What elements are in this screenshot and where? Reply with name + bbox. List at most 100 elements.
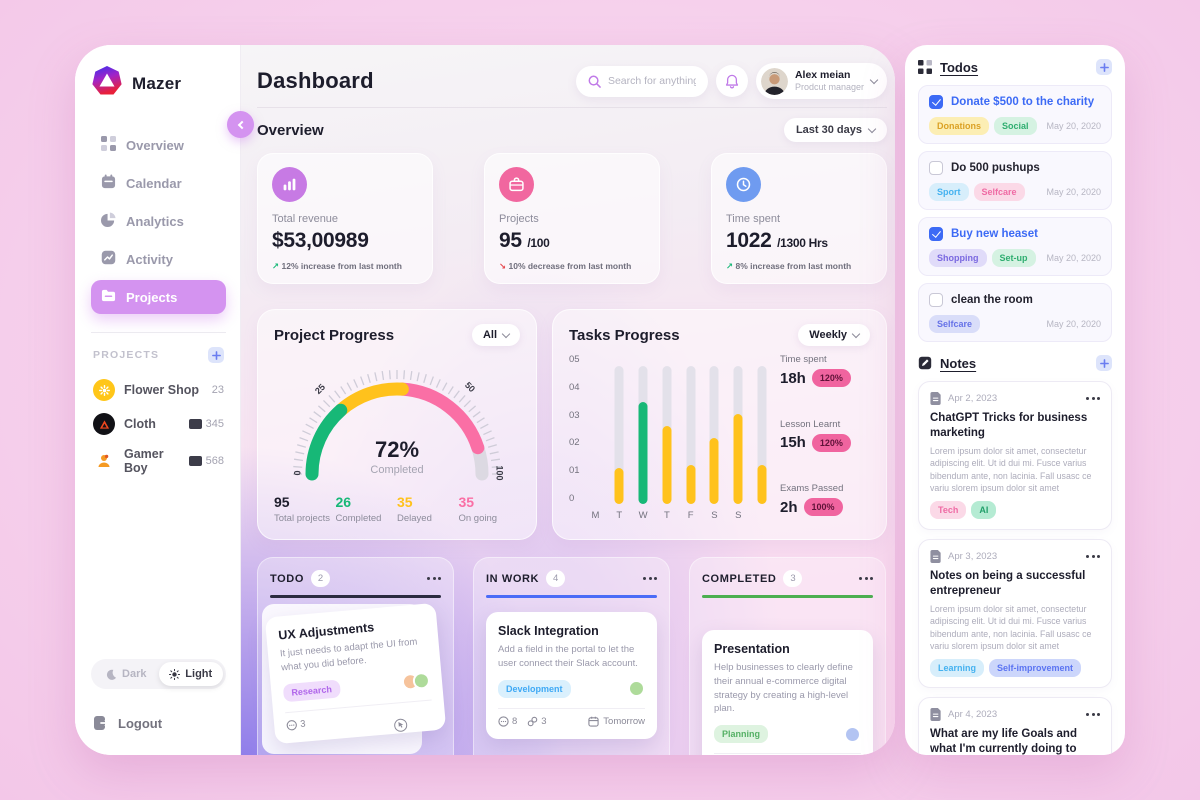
todo-date: May 20, 2020	[1046, 187, 1101, 197]
bar	[757, 465, 767, 504]
date-range-select[interactable]: Last 30 days	[783, 118, 887, 142]
note-body: Lorem ipsum dolor sit amet, consectetur …	[930, 604, 1092, 651]
column-menu-button[interactable]	[859, 573, 873, 584]
todo-date: May 20, 2020	[1046, 121, 1101, 131]
project-count: 345	[188, 418, 224, 430]
divider	[257, 107, 887, 108]
bar	[733, 414, 743, 504]
column-menu-button[interactable]	[427, 573, 441, 584]
stat-value: 1022 /1300 Hrs	[726, 229, 828, 252]
gauge-stat-ongoing: 35 On going	[458, 494, 498, 524]
gauge-stat-delayed: 35 Delayed	[397, 494, 432, 524]
sidebar-item-analytics[interactable]: Analytics	[91, 204, 226, 238]
todo-checkbox[interactable]	[929, 95, 943, 109]
todo-label: Buy new heaset	[951, 228, 1038, 240]
chevron-down-icon	[851, 329, 861, 338]
metric-time-spent: Time spent 18h 120%	[780, 354, 870, 387]
document-icon	[930, 392, 941, 405]
sidebar-collapse-button[interactable]	[227, 111, 254, 138]
assignee-avatars	[401, 671, 431, 691]
tasks-progress-filter[interactable]: Weekly	[798, 324, 870, 346]
todo-item: Donate $500 to the charity Donations Soc…	[918, 85, 1112, 144]
add-project-button[interactable]	[208, 347, 224, 363]
folder-icon	[101, 288, 116, 306]
user-role: Prodcut manager	[794, 81, 864, 92]
todo-tag: Sport	[929, 183, 969, 201]
metric-exams-passed: Exams Passed 2h 100%	[780, 483, 844, 516]
note-tag: AI	[971, 501, 997, 520]
metric-lesson-learnt: Lesson Learnt 15h 120%	[780, 419, 870, 452]
bell-icon	[725, 74, 739, 88]
add-note-button[interactable]	[1096, 355, 1112, 371]
chevron-left-icon	[237, 120, 246, 129]
project-item-flower-shop[interactable]: Flower Shop 23	[91, 373, 226, 407]
note-body: Lorem ipsum dolor sit amet, consectetur …	[930, 445, 1092, 493]
pencil-icon	[918, 356, 932, 370]
todo-item: clean the room Selfcare May 20, 2020	[918, 283, 1112, 342]
todo-tag: Shopping	[929, 249, 987, 267]
column-title: COMPLETED	[702, 572, 777, 585]
notifications-button[interactable]	[715, 65, 748, 97]
task-card-slack-integration[interactable]: Slack Integration Add a field in the por…	[486, 612, 657, 739]
sidebar-item-activity[interactable]: Activity	[91, 242, 226, 276]
column-accent-line	[702, 595, 873, 598]
stat-card-total-revenue: Total revenue $53,00989 12% increase fro…	[257, 153, 433, 284]
search-icon	[588, 75, 601, 88]
column-accent-line	[270, 595, 441, 598]
stat-card-time-spent: Time spent 1022 /1300 Hrs 8% increase fr…	[711, 153, 887, 284]
section-title-overview: Overview	[257, 121, 324, 139]
note-date: Apr 4, 2023	[948, 709, 998, 721]
assignee-avatars	[628, 680, 645, 698]
metric-badge: 120%	[811, 433, 851, 452]
column-accent-line	[486, 595, 657, 598]
todo-checkbox[interactable]	[929, 293, 943, 307]
project-progress-card: Project Progress All 0 25 50 100 72% Com…	[257, 309, 537, 540]
stat-card-projects: Projects 95 /100 10% decrease from last …	[484, 153, 660, 284]
project-item-gamer-boy[interactable]: Gamer Boy 568	[91, 441, 226, 481]
sidebar-item-label: Overview	[126, 137, 184, 153]
todo-checkbox[interactable]	[929, 227, 943, 241]
add-todo-button[interactable]	[1096, 59, 1112, 75]
bar	[709, 438, 719, 504]
search-bar[interactable]	[575, 65, 708, 97]
note-menu-button[interactable]	[1086, 709, 1100, 720]
note-menu-button[interactable]	[1086, 551, 1100, 562]
gauge-caption: Completed	[370, 464, 424, 476]
sidebar-item-calendar[interactable]: Calendar	[91, 166, 226, 200]
task-card-presentation[interactable]: Presentation Help businesses to clearly …	[702, 630, 873, 755]
theme-light-button[interactable]: Light	[158, 662, 223, 686]
todo-checkbox[interactable]	[929, 161, 943, 175]
stat-value: $53,00989	[272, 229, 369, 252]
stat-trend-note: 8% increase from last month	[726, 261, 872, 272]
task-tag: Development	[498, 679, 571, 698]
calendar-icon	[101, 174, 116, 192]
project-progress-filter[interactable]: All	[471, 324, 520, 346]
profile-menu[interactable]: Alex meian Prodcut manager	[755, 63, 887, 99]
sidebar-item-label: Projects	[126, 289, 178, 305]
activity-icon	[101, 250, 116, 268]
note-menu-button[interactable]	[1086, 393, 1100, 404]
bar-chart-icon	[272, 167, 307, 202]
note-card[interactable]: Apr 3, 2023 Notes on being a successful …	[918, 539, 1112, 689]
logout-button[interactable]: Logout	[93, 715, 224, 731]
sidebar-item-label: Analytics	[126, 213, 184, 229]
kanban-column-todo: TODO 2 UX Adjustments It just needs to a…	[257, 557, 454, 755]
sidebar-item-overview[interactable]: Overview	[91, 128, 226, 162]
column-count-badge: 2	[310, 570, 330, 587]
notes-title: Notes	[940, 355, 977, 371]
gauge-stat-total: 95 Total projects	[274, 494, 330, 524]
note-card[interactable]: Apr 4, 2023 What are my life Goals and w…	[918, 697, 1112, 755]
theme-dark-button[interactable]: Dark	[94, 662, 159, 686]
search-input[interactable]	[607, 75, 696, 87]
task-card-ux-adjustments[interactable]: UX Adjustments It just needs to adapt th…	[264, 602, 447, 744]
note-card[interactable]: Apr 2, 2023 ChatGPT Tricks for business …	[918, 381, 1112, 531]
sidebar-item-projects[interactable]: Projects	[91, 280, 226, 314]
project-item-cloth[interactable]: Cloth 345	[91, 407, 226, 441]
todo-label: Donate $500 to the charity	[951, 96, 1095, 108]
badge-icon	[188, 456, 202, 466]
projects-section-title: PROJECTS	[93, 349, 160, 361]
gauge-stat-completed: 26 Completed	[335, 494, 382, 524]
column-menu-button[interactable]	[643, 573, 657, 584]
